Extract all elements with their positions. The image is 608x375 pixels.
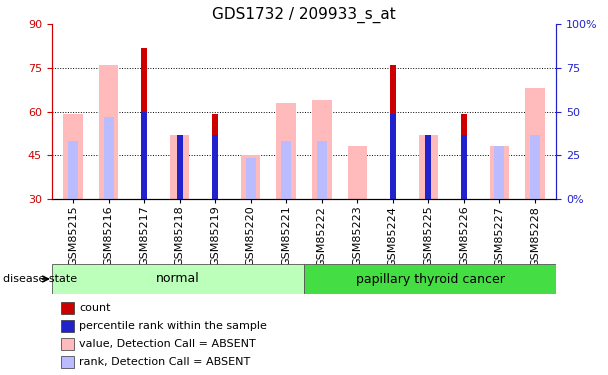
Bar — [317, 141, 326, 199]
Bar — [277, 103, 296, 199]
Bar — [530, 135, 540, 199]
Bar — [141, 48, 147, 112]
Bar — [98, 65, 119, 199]
Bar — [304, 264, 556, 294]
Bar — [419, 135, 438, 199]
Bar — [494, 147, 505, 199]
Bar — [390, 114, 396, 199]
Bar — [489, 147, 510, 199]
Bar — [103, 117, 114, 199]
Text: papillary thyroid cancer: papillary thyroid cancer — [356, 273, 505, 285]
Title: GDS1732 / 209933_s_at: GDS1732 / 209933_s_at — [212, 7, 396, 23]
Text: count: count — [79, 303, 111, 313]
Bar — [312, 100, 331, 199]
Bar — [241, 155, 260, 199]
Bar — [461, 135, 467, 199]
Bar — [461, 114, 467, 135]
Bar — [212, 114, 218, 135]
Text: disease state: disease state — [3, 274, 77, 284]
Text: normal: normal — [156, 273, 199, 285]
Text: percentile rank within the sample: percentile rank within the sample — [79, 321, 267, 331]
Bar — [170, 135, 189, 199]
Bar — [282, 141, 291, 199]
Bar — [390, 65, 396, 114]
Bar — [141, 112, 147, 199]
Bar — [63, 114, 83, 199]
Text: rank, Detection Call = ABSENT: rank, Detection Call = ABSENT — [79, 357, 250, 367]
Bar — [212, 135, 218, 199]
Bar — [68, 141, 78, 199]
Bar — [52, 264, 304, 294]
Bar — [348, 147, 367, 199]
Bar — [426, 135, 432, 199]
Bar — [525, 88, 545, 199]
Bar — [246, 158, 256, 199]
Bar — [176, 135, 182, 199]
Text: value, Detection Call = ABSENT: value, Detection Call = ABSENT — [79, 339, 256, 349]
